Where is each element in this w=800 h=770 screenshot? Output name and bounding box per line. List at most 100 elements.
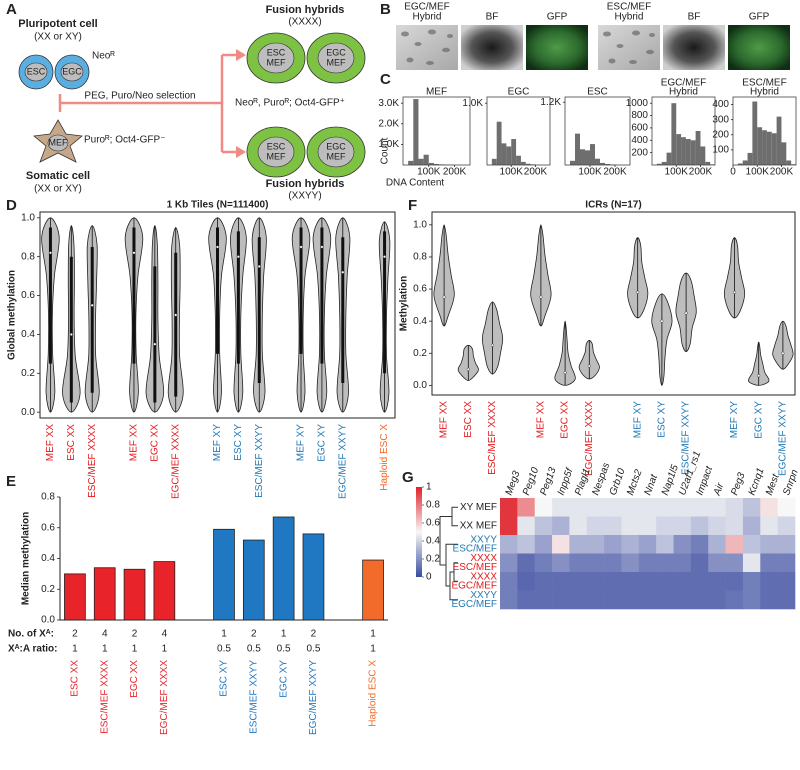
colorbar-label: 1 (426, 482, 432, 493)
heatmap-cell (586, 498, 605, 517)
heatmap-cell (604, 572, 622, 591)
chart-title: EGC (508, 87, 530, 98)
x-tick-label: EGC XY (753, 401, 764, 439)
row-value: 1 (132, 644, 138, 655)
bar (752, 101, 758, 165)
heatmap-cell (534, 516, 553, 536)
violin-median (587, 364, 591, 368)
heatmap-cell (673, 590, 692, 610)
image-title: Hybrid (413, 12, 442, 23)
diagram-text: PEG, Puro/Neo selection (84, 91, 195, 102)
violin-median (684, 311, 688, 315)
cell-label: MEF (267, 151, 287, 161)
x-tick-label: EGC/MEF XXXX (584, 401, 595, 476)
heatmap-cell (656, 553, 674, 573)
heatmap-cell (517, 572, 536, 591)
x-tick-label: 100K (417, 167, 441, 178)
image-title: BF (688, 12, 701, 23)
bar (418, 158, 424, 165)
violin-median (383, 255, 387, 259)
y-tick-label: 200 (631, 147, 648, 158)
bar (423, 154, 429, 165)
colorbar-label: 0 (426, 572, 432, 583)
violin-median (757, 374, 761, 378)
violin-median (153, 342, 157, 346)
image-title: ESC/MEF (607, 2, 651, 13)
y-tick-label: 0.0 (413, 380, 427, 391)
x-tick-label: MEF XX (536, 401, 547, 439)
x-tick-label: 200K (524, 167, 548, 178)
heatmap-cell (500, 535, 518, 554)
diagram-title: Fusion hybrids (266, 178, 345, 190)
row-value: 1 (281, 629, 287, 640)
heatmap-cell (500, 590, 518, 610)
heatmap-cell (638, 498, 657, 517)
heatmap-cell (690, 590, 709, 610)
nucleus-icon (47, 134, 69, 152)
heatmap-cell (534, 498, 553, 517)
chart-title: EGC/MEF (661, 78, 707, 89)
heatmap-cell (708, 516, 726, 536)
bar (501, 143, 507, 165)
diagram: Pluripotent cell (XX or XY) ESC EGC Neoᴿ… (18, 4, 366, 202)
heatmap-cell (517, 516, 536, 536)
bar (671, 103, 677, 165)
x-tick-label: EGC XX (129, 660, 140, 698)
row-value: 0.5 (247, 644, 261, 655)
heatmap-cell (638, 535, 657, 554)
row-value: 1 (72, 644, 78, 655)
panel-label: C (380, 71, 391, 88)
heatmap-cell (569, 535, 588, 554)
heatmap-cell (517, 553, 536, 573)
y-tick-label: 1.0K (462, 98, 483, 109)
y-tick-label: 0.0 (21, 407, 35, 418)
diagram-text: (XX or XY) (34, 32, 82, 43)
bar (737, 163, 743, 165)
bar (525, 163, 531, 165)
x-tick-label: ESC XX (66, 424, 77, 461)
heatmap-cell (742, 553, 761, 573)
y-tick-label: 1.0K (378, 139, 399, 150)
x-tick-label: EGC/MEF XXXX (159, 660, 170, 735)
heatmap-cell (569, 553, 588, 573)
y-tick-label: 1.2K (540, 97, 561, 108)
diagram-text: (XX or XY) (34, 184, 82, 195)
y-tick-label: 1000 (626, 98, 649, 109)
row-value: 2 (132, 629, 138, 640)
cell-label: EGC (62, 66, 82, 76)
x-tick-label: ESC XY (219, 660, 230, 697)
heatmap-cell (500, 516, 518, 536)
bar (506, 146, 512, 165)
row-value: 2 (251, 629, 257, 640)
y-tick-label: 400 (631, 135, 648, 146)
heatmap-cell (725, 590, 744, 610)
heatmap-cell (500, 498, 518, 517)
heatmap-cell (742, 498, 761, 517)
x-tick-label: EGC XX (149, 424, 160, 462)
heatmap-cell (534, 535, 553, 554)
chart-title: Hybrid (669, 87, 698, 98)
heatmap-cell (534, 572, 553, 591)
bar (742, 160, 748, 165)
panel-label: F (408, 197, 417, 214)
bar (433, 163, 440, 165)
y-tick-label: 0.6 (21, 290, 35, 301)
colorbar-label: 0.2 (426, 554, 440, 565)
heatmap-cell (552, 516, 570, 536)
row-value: 0.5 (277, 644, 291, 655)
micrograph (526, 25, 588, 70)
heatmap-cell (621, 572, 640, 591)
heatmap-cell (500, 572, 518, 591)
x-tick-label: EGC/MEF XXYY (337, 424, 348, 499)
bar (153, 561, 176, 621)
heatmap-cell (586, 516, 605, 536)
cell-label: MEF (49, 137, 69, 147)
y-tick-label: 0.4 (41, 553, 55, 564)
heatmap-cell (742, 535, 761, 554)
row-label: XXYY (470, 534, 497, 545)
bar (747, 152, 753, 165)
plot-frame (732, 96, 797, 166)
x-tick-label: ESC/MEF XXXX (487, 401, 498, 475)
cell-label: MEF (327, 57, 347, 67)
